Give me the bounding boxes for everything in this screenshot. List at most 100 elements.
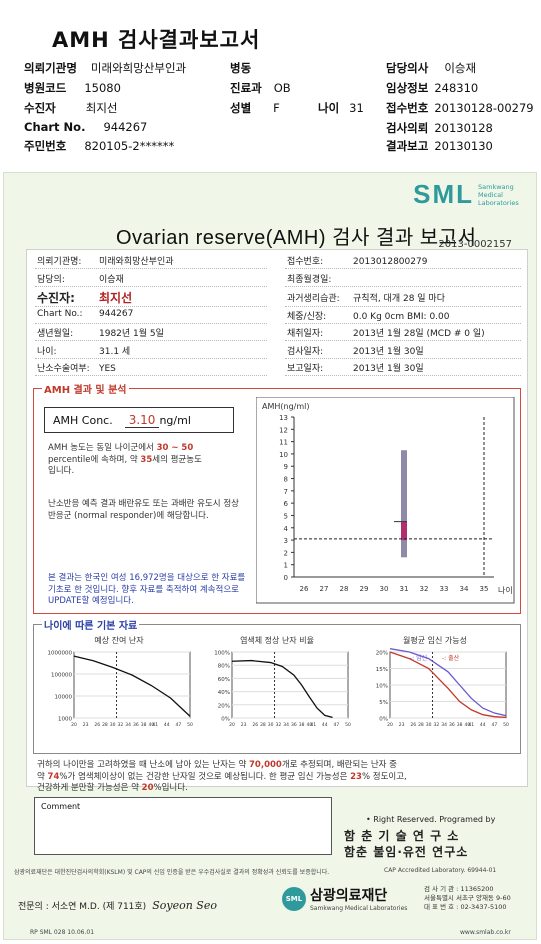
report-main-title: AMH 검사결과보고서	[52, 28, 261, 52]
x-tick-label: 20	[71, 722, 77, 728]
x-tick-label: 28	[340, 585, 349, 593]
website: www.smlab.co.kr	[460, 929, 511, 936]
x-tick-label: 40	[148, 722, 154, 728]
x-tick-label: 28	[102, 722, 108, 728]
field-chart-no: Chart No. 944267	[24, 120, 148, 134]
y-tick-label: 1	[284, 562, 288, 570]
normal-egg-ratio-title: 염색체 정상 난자 비율	[240, 636, 314, 645]
info-doctor: 담당의: 이승재	[37, 275, 124, 285]
x-axis-label: 나이	[498, 585, 513, 595]
plot-area	[231, 651, 349, 719]
field-department: 진료과 OB	[230, 81, 291, 95]
y-tick-label: 1000	[58, 717, 72, 723]
response-prediction: 난소반응 예측 결과 배란유도 또는 과배란 유도시 정상반응군 (normal…	[48, 499, 239, 521]
field-hospital-code: 병원코드 15080	[24, 81, 121, 95]
x-tick-label: 30	[380, 585, 389, 593]
x-tick-label: 26	[94, 722, 100, 728]
x-tick-label: 20	[387, 722, 393, 728]
field-clinical-info: 임상정보 248310	[386, 81, 479, 95]
info-patient: 수진자: 최지선	[37, 291, 133, 305]
y-tick-label: 10000	[55, 695, 73, 701]
y-tick-label: 0%	[379, 717, 388, 723]
field-test-request: 검사의뢰 20130128	[386, 121, 493, 135]
y-tick-label: 4	[284, 525, 289, 533]
accreditation-notice: 삼광의료재단은 대한진단검사의학회(KSLM) 및 CAP의 신임 인증을 받은…	[14, 869, 330, 876]
y-tick-label: 3	[284, 537, 288, 545]
report-card: 의뢰기관명: 미래와희망산부인과 담당의: 이승재 수진자: 최지선 Chart No…	[26, 249, 528, 793]
signature: Soyeon Seo	[152, 899, 217, 912]
y-tick-label: 6	[284, 500, 289, 508]
y-tick-label: 8	[284, 476, 288, 484]
x-tick-label: 31	[400, 585, 409, 593]
y-tick-label: 10%	[376, 684, 388, 690]
y-tick-label: 0	[284, 574, 288, 582]
iqr-box	[401, 521, 407, 541]
y-tick-label: 2	[284, 549, 288, 557]
info-birth-date: 생년월일: 1982년 1월 5일	[37, 329, 164, 339]
pregnancy-chance-title: 월평균 임신 가능성	[403, 636, 467, 645]
info-test-date: 검사일자: 2013년 1월 30일	[287, 347, 424, 357]
x-tick-label: 44	[480, 722, 486, 728]
x-tick-label: 41	[152, 722, 158, 728]
x-tick-label: 38	[299, 722, 305, 728]
y-tick-label: 15%	[376, 667, 388, 673]
info-age: 나이: 31.1 세	[37, 347, 131, 357]
plot-area	[73, 651, 191, 719]
x-tick-label: 47	[176, 722, 182, 728]
x-tick-label: 36	[449, 722, 455, 728]
x-tick-label: 23	[241, 722, 247, 728]
amh-interpretation: AMH 농도는 동일 나이군에서 30 ~ 50 percentile에 속하며…	[48, 443, 202, 476]
field-resident-no: 주민번호 820105-2******	[24, 139, 175, 153]
comment-box: Comment	[34, 797, 332, 855]
x-tick-label: 34	[283, 722, 289, 728]
x-tick-label: 50	[503, 722, 509, 728]
y-axis-label: AMH(ng/ml)	[262, 402, 310, 411]
remaining-eggs-chart: 예상 잔여 난자 1000000 100000 10000 1000 20 23 26 28 3…	[44, 635, 194, 735]
amh-age-chart: AMH(ng/ml) 0 1 2 3 4 5 6 7 8 9 10 11 12 13 26 27 28 29 30 31…	[255, 396, 516, 605]
x-tick-label: 40	[464, 722, 470, 728]
info-weight-height: 체중/신장: 0.0 Kg 0cm BMI: 0.00	[287, 312, 450, 322]
institute-name-2: 함춘 불임·유전 연구소	[344, 845, 469, 859]
field-patient: 수진자 최지선	[24, 101, 118, 115]
field-result-report: 결과보고 20130130	[386, 139, 493, 153]
x-tick-label: 38	[457, 722, 463, 728]
x-tick-label: 20	[229, 722, 235, 728]
y-tick-label: 5	[284, 512, 288, 520]
form-code: RP SML 028 10.06.01	[30, 929, 95, 936]
x-tick-label: 26	[252, 722, 258, 728]
series-line-0	[231, 659, 333, 718]
y-tick-label: 5%	[379, 700, 388, 706]
y-tick-label: 12	[279, 426, 288, 434]
basic-data-box: 나이에 따른 기본 자료 예상 잔여 난자 1000000 100000 10000…	[33, 617, 521, 754]
y-tick-label: 11	[279, 439, 288, 447]
amh-analysis-title: AMH 결과 및 분석	[42, 381, 129, 396]
y-tick-label: 13	[279, 414, 288, 422]
y-tick-label: 9	[284, 463, 288, 471]
x-tick-label: 44	[164, 722, 170, 728]
x-tick-label: 28	[418, 722, 424, 728]
info-ovary-surgery: 난소수술여부: YES	[37, 364, 116, 374]
info-collection-date: 채취일자: 2013년 1월 28일 (MCD # 0 일)	[287, 329, 485, 339]
x-tick-label: 35	[480, 585, 489, 593]
x-tick-label: 36	[133, 722, 139, 728]
series-line-0	[73, 655, 191, 717]
field-ward: 병동	[230, 61, 252, 75]
field-receipt-no: 접수번호 20130128-00279	[386, 101, 534, 115]
x-tick-label: 50	[187, 722, 193, 728]
x-tick-label: 26	[300, 585, 309, 593]
foundation-emblem-icon: SML	[282, 886, 306, 911]
info-chart-no: Chart No.: 944267	[37, 309, 134, 319]
x-tick-label: 47	[492, 722, 498, 728]
amh-conc-box: AMH Conc. 3.10 ng/ml	[44, 407, 234, 433]
y-tick-label: 80%	[218, 664, 230, 670]
document-number: 2013-0002157	[438, 239, 512, 250]
y-tick-label: 0%	[221, 717, 230, 723]
x-tick-label: 32	[276, 722, 282, 728]
y-tick-label: 100%	[214, 651, 230, 657]
x-tick-label: 34	[441, 722, 447, 728]
legend-item: -: 임신	[410, 654, 427, 662]
cap-accreditation: CAP Accredited Laboratory. 69944-01	[384, 867, 497, 874]
x-tick-label: 28	[260, 722, 266, 728]
report-title: Ovarian reserve(AMH) 검사 결과 보고서	[116, 227, 477, 249]
